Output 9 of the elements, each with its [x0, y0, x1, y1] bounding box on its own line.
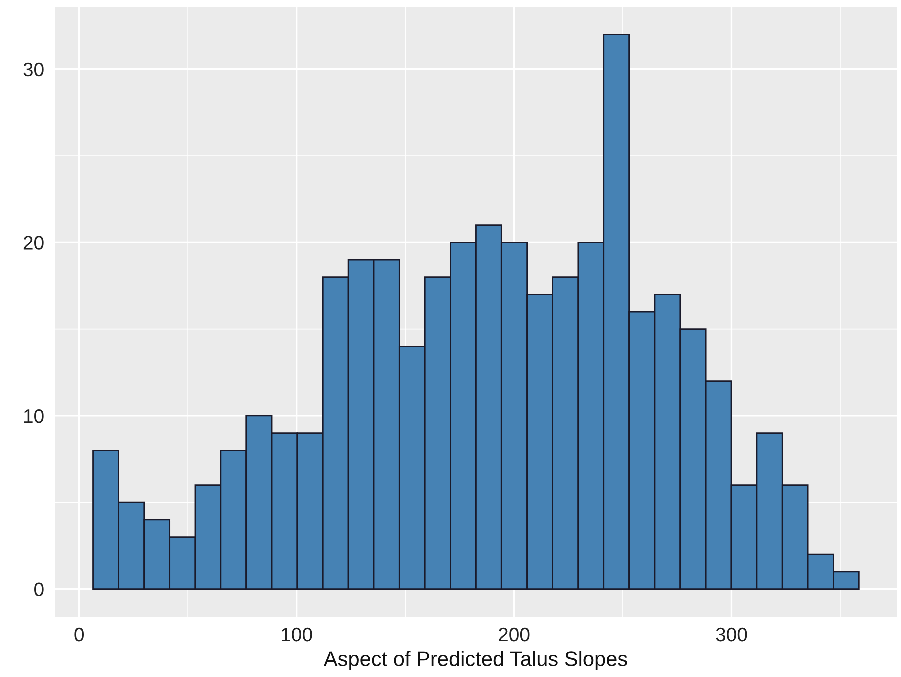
- y-tick-label: 30: [24, 62, 44, 77]
- y-tick-label: 10: [24, 409, 44, 424]
- x-tick-label: 0: [74, 628, 84, 642]
- x-tick-label: 300: [716, 628, 748, 642]
- y-tick-label: 0: [34, 582, 44, 597]
- x-axis-title: Aspect of Predicted Talus Slopes: [324, 651, 628, 671]
- x-tick-label: 100: [282, 628, 312, 642]
- y-tick-label: 20: [24, 236, 44, 250]
- x-tick-label: 200: [499, 628, 530, 642]
